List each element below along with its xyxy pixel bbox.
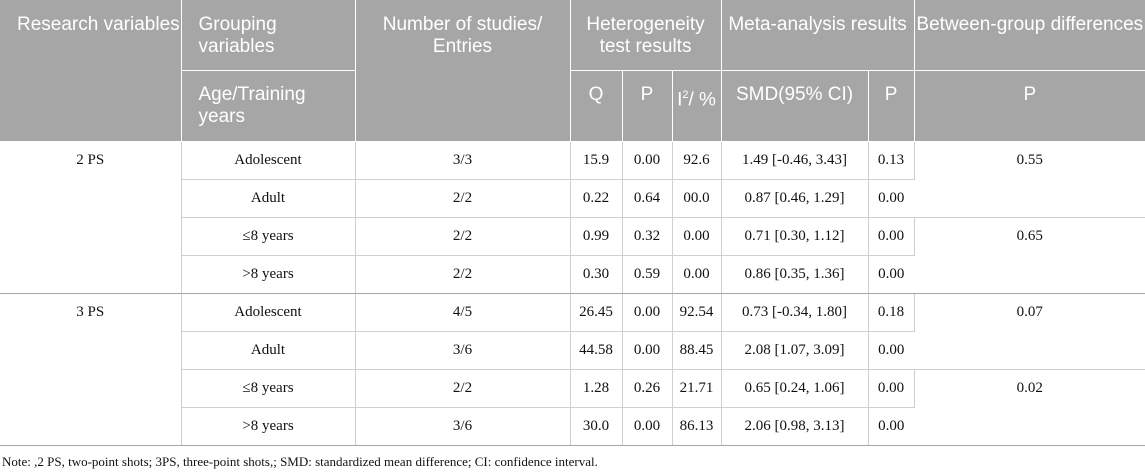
i2-cell: 86.13 [672,407,722,446]
entries-cell: 2/2 [355,369,571,408]
entries-cell: 3/6 [355,331,571,370]
header-heterogeneity: Heterogeneity test results [570,0,722,71]
q-cell: 0.99 [570,217,623,256]
between-group-cell: 0.07 [914,293,1145,370]
i2-cell: 21.71 [672,369,722,408]
table-row: 2 PS Adolescent 3/3 15.9 0.00 92.6 1.49 … [0,141,1145,294]
p-meta-cell: 0.00 [868,331,915,370]
research-variable-cell: 2 PS [0,141,182,294]
smd-cell: 0.73 [-0.34, 1.80] [721,293,869,332]
group-cell: >8 years [181,255,356,294]
table-row: Adult 2/2 0.22 0.64 00.0 0.87 [0.46, 1.2… [0,179,1145,218]
meta-analysis-table: Research variables Grouping variables Nu… [0,0,1145,446]
q-cell: 1.28 [570,369,623,408]
p-cell: 0.00 [622,407,673,446]
table-row: >8 years 2/2 0.30 0.59 0.00 0.86 [0.35, … [0,255,1145,294]
table-row: ≤8 years 2/2 0.99 0.32 0.00 0.71 [0.30, … [0,217,1145,294]
smd-cell: 2.06 [0.98, 3.13] [721,407,869,446]
between-group-cell: 0.65 [914,217,1145,294]
header-studies-entries: Number of studies/ Entries [355,0,571,142]
header-smd: SMD(95% CI) [721,70,869,142]
q-cell: 26.45 [570,293,623,332]
entries-cell: 4/5 [355,293,571,332]
entries-cell: 2/2 [355,255,571,294]
smd-cell: 2.08 [1.07, 3.09] [721,331,869,370]
i2-cell: 88.45 [672,331,722,370]
header-age-training: Age/Training years [181,70,356,142]
q-cell: 15.9 [570,141,623,180]
q-cell: 0.30 [570,255,623,294]
header-p-between: P [914,70,1145,142]
p-cell: 0.64 [622,179,673,218]
group-cell: Adolescent [181,141,356,180]
header-p-meta: P [868,70,915,142]
p-meta-cell: 0.18 [868,293,915,332]
p-cell: 0.26 [622,369,673,408]
smd-cell: 0.87 [0.46, 1.29] [721,179,869,218]
entries-cell: 3/3 [355,141,571,180]
p-cell: 0.59 [622,255,673,294]
table-header: Research variables Grouping variables Nu… [0,0,1145,142]
q-cell: 44.58 [570,331,623,370]
smd-cell: 0.86 [0.35, 1.36] [721,255,869,294]
entries-cell: 3/6 [355,407,571,446]
p-meta-cell: 0.00 [868,369,915,408]
research-variable-cell: 3 PS [0,293,182,446]
group-cell: Adult [181,331,356,370]
group-cell: ≤8 years [181,369,356,408]
p-cell: 0.00 [622,293,673,332]
smd-cell: 1.49 [-0.46, 3.43] [721,141,869,180]
p-cell: 0.00 [622,331,673,370]
p-cell: 0.00 [622,141,673,180]
p-meta-cell: 0.00 [868,179,915,218]
table-row: ≤8 years 2/2 1.28 0.26 21.71 0.65 [0.24,… [0,369,1145,446]
p-meta-cell: 0.00 [868,217,915,256]
between-group-cell: 0.02 [914,369,1145,446]
smd-cell: 0.65 [0.24, 1.06] [721,369,869,408]
entries-cell: 2/2 [355,217,571,256]
q-cell: 30.0 [570,407,623,446]
p-meta-cell: 0.13 [868,141,915,180]
between-group-cell: 0.55 [914,141,1145,218]
table-row: 3 PS Adolescent 4/5 26.45 0.00 92.54 0.7… [0,293,1145,446]
i2-cell: 92.6 [672,141,722,180]
entries-cell: 2/2 [355,179,571,218]
header-i2: I2/ % [672,70,722,142]
i2-cell: 92.54 [672,293,722,332]
table-row: >8 years 3/6 30.0 0.00 86.13 2.06 [0.98,… [0,407,1145,446]
q-cell: 0.22 [570,179,623,218]
header-research-variables: Research variables [0,0,182,142]
table-row: Adult 3/6 44.58 0.00 88.45 2.08 [1.07, 3… [0,331,1145,370]
i2-cell: 0.00 [672,255,722,294]
header-grouping-variables: Grouping variables [181,0,356,71]
table-body: 2 PS Adolescent 3/3 15.9 0.00 92.6 1.49 … [0,141,1145,446]
i2-cell: 00.0 [672,179,722,218]
table-footnote: Note: ,2 PS, two-point shots; 3PS, three… [2,454,598,469]
p-cell: 0.32 [622,217,673,256]
i2-cell: 0.00 [672,217,722,256]
header-meta-analysis: Meta-analysis results [721,0,915,71]
p-meta-cell: 0.00 [868,407,915,446]
header-p-heterogeneity: P [622,70,673,142]
header-q: Q [570,70,623,142]
header-between-group: Between-group differences [914,0,1145,71]
group-cell: >8 years [181,407,356,446]
smd-cell: 0.71 [0.30, 1.12] [721,217,869,256]
group-cell: Adult [181,179,356,218]
group-cell: Adolescent [181,293,356,332]
p-meta-cell: 0.00 [868,255,915,294]
group-cell: ≤8 years [181,217,356,256]
